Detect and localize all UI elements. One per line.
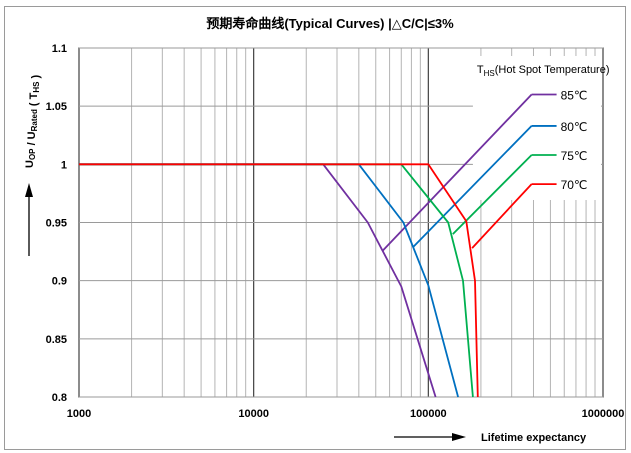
series-branch-line bbox=[471, 183, 533, 249]
legend-background bbox=[472, 56, 601, 200]
x-axis-arrowhead bbox=[452, 433, 466, 441]
y-tick-label: 0.9 bbox=[52, 276, 67, 288]
x-tick-label: 1000000 bbox=[582, 408, 625, 420]
y-tick-label: 0.95 bbox=[46, 218, 67, 230]
legend-note-text: THS(Hot Spot Temperature) bbox=[477, 64, 610, 78]
x-tick-label: 1000 bbox=[67, 408, 91, 420]
series-lines bbox=[79, 93, 557, 398]
y-tick-label: 1.05 bbox=[46, 101, 67, 113]
chart-frame bbox=[4, 6, 626, 450]
x-tick-label: 10000 bbox=[238, 408, 269, 420]
y-tick-label: 0.85 bbox=[46, 334, 67, 346]
series-branch-line bbox=[382, 93, 533, 252]
x-tick-label: 100000 bbox=[410, 408, 447, 420]
tick-labels: 1000 10000 100000 1000000 0.8 0.85 0.9 0.95 1 1.0… bbox=[46, 43, 625, 420]
grid bbox=[78, 47, 604, 398]
series-label: 70℃ bbox=[561, 178, 588, 192]
series-labels: 85℃ 80℃ 75℃ 70℃ bbox=[561, 89, 588, 193]
x-axis-label: Lifetime expectancy bbox=[481, 432, 587, 444]
series-label: 85℃ bbox=[561, 89, 588, 103]
y-tick-label: 1 bbox=[61, 159, 67, 171]
series-label: 80℃ bbox=[561, 120, 588, 134]
chart-title: 预期寿命曲线(Typical Curves) |△C/C|≤3% bbox=[206, 16, 454, 31]
legend-note: THS(Hot Spot Temperature) bbox=[477, 64, 610, 78]
series-branch-line bbox=[412, 125, 533, 248]
series-label: 75℃ bbox=[561, 149, 588, 163]
axis-labels: Lifetime expectancy UOP / URated ( THS ) bbox=[24, 74, 587, 444]
y-tick-label: 0.8 bbox=[52, 392, 67, 404]
series-line bbox=[79, 163, 479, 398]
y-tick-label: 1.1 bbox=[52, 43, 67, 55]
y-axis-arrowhead bbox=[25, 183, 33, 197]
y-axis-label: UOP / URated ( THS ) bbox=[24, 74, 42, 168]
